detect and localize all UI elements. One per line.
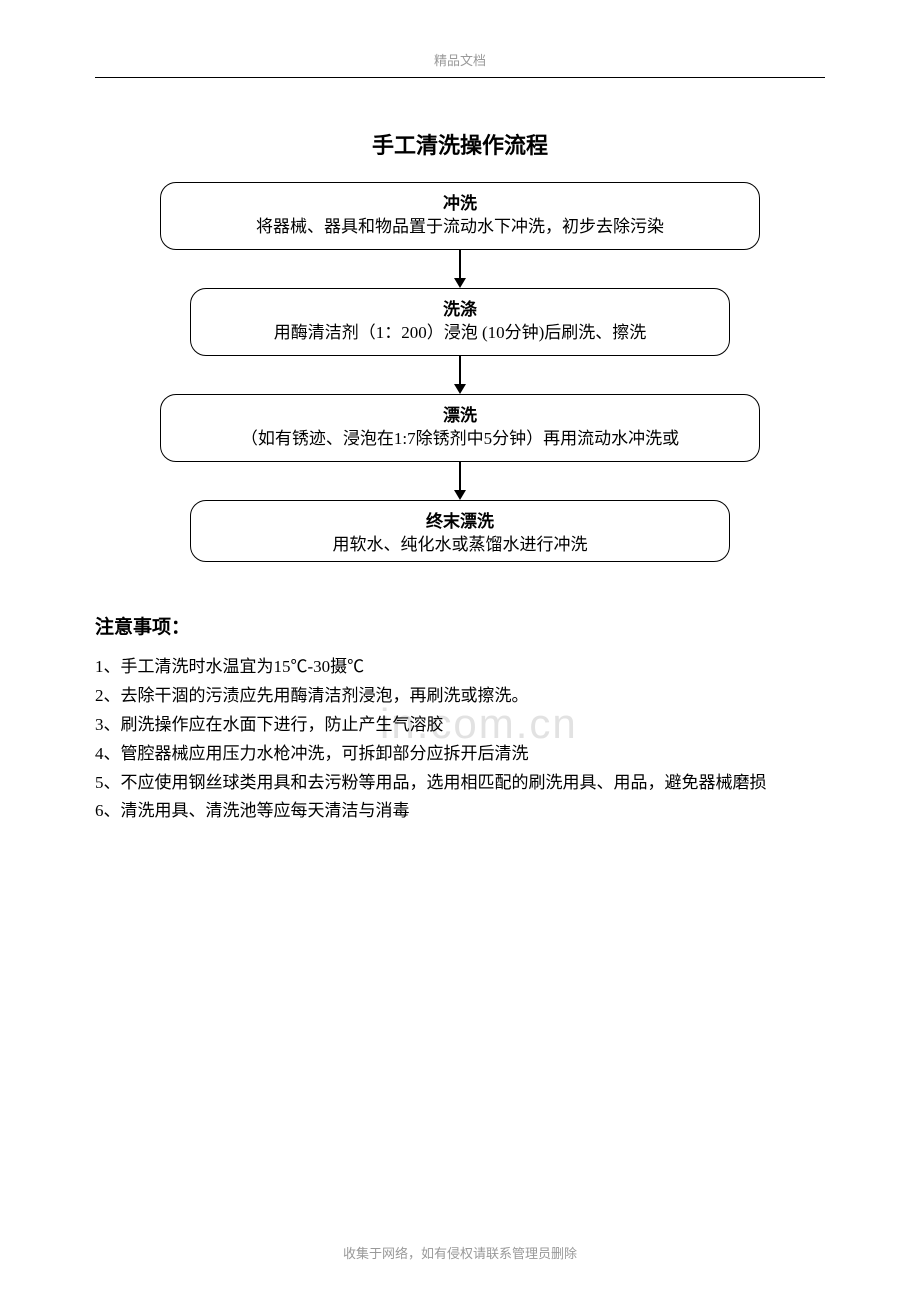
arrow-head-icon: [454, 278, 466, 288]
flow-step-title: 洗涤: [211, 295, 709, 320]
flow-step-rinse: 冲洗 将器械、器具和物品置于流动水下冲洗，初步去除污染: [160, 182, 760, 250]
note-item: 4、管腔器械应用压力水枪冲洗，可拆卸部分应拆开后清洗: [95, 740, 825, 769]
flow-arrow: [454, 462, 466, 500]
flow-step-final-rinse: 终末漂洗 用软水、纯化水或蒸馏水进行冲洗: [190, 500, 730, 562]
arrow-line-icon: [459, 250, 461, 278]
footer-text: 收集于网络，如有侵权请联系管理员删除: [0, 1243, 920, 1262]
flow-step-title: 漂洗: [181, 401, 739, 426]
arrow-line-icon: [459, 462, 461, 490]
arrow-head-icon: [454, 490, 466, 500]
notes-title: 注意事项：: [95, 612, 825, 639]
flow-arrow: [454, 250, 466, 288]
flow-step-content: 用软水、纯化水或蒸馏水进行冲洗: [211, 534, 709, 557]
header-divider: [95, 77, 825, 78]
flow-step-title: 终末漂洗: [211, 507, 709, 532]
arrow-head-icon: [454, 384, 466, 394]
flow-step-wash: 洗涤 用酶清洁剂（1：200）浸泡 (10分钟)后刷洗、擦洗: [190, 288, 730, 356]
arrow-line-icon: [459, 356, 461, 384]
note-item: 6、清洗用具、清洗池等应每天清洁与消毒: [95, 797, 825, 826]
flow-step-content: （如有锈迹、浸泡在1:7除锈剂中5分钟）再用流动水冲洗或: [181, 428, 739, 451]
page-container: 精品文档 手工清洗操作流程 冲洗 将器械、器具和物品置于流动水下冲洗，初步去除污…: [0, 0, 920, 866]
note-item: 1、手工清洗时水温宜为15℃-30摄℃: [95, 653, 825, 682]
note-item: 2、去除干涸的污渍应先用酶清洁剂浸泡，再刷洗或擦洗。: [95, 682, 825, 711]
note-item: 3、刷洗操作应在水面下进行，防止产生气溶胶: [95, 711, 825, 740]
flow-step-rinse2: 漂洗 （如有锈迹、浸泡在1:7除锈剂中5分钟）再用流动水冲洗或: [160, 394, 760, 462]
flowchart-container: 冲洗 将器械、器具和物品置于流动水下冲洗，初步去除污染 洗涤 用酶清洁剂（1：2…: [95, 182, 825, 562]
notes-section: 注意事项： 1、手工清洗时水温宜为15℃-30摄℃ 2、去除干涸的污渍应先用酶清…: [95, 612, 825, 826]
main-title: 手工清洗操作流程: [95, 128, 825, 160]
flow-step-content: 将器械、器具和物品置于流动水下冲洗，初步去除污染: [181, 216, 739, 239]
flow-step-content: 用酶清洁剂（1：200）浸泡 (10分钟)后刷洗、擦洗: [211, 322, 709, 345]
notes-list: 1、手工清洗时水温宜为15℃-30摄℃ 2、去除干涸的污渍应先用酶清洁剂浸泡，再…: [95, 653, 825, 826]
header-text: 精品文档: [95, 50, 825, 69]
flow-arrow: [454, 356, 466, 394]
note-item: 5、不应使用钢丝球类用具和去污粉等用品，选用相匹配的刷洗用具、用品，避免器械磨损: [95, 769, 825, 798]
flow-step-title: 冲洗: [181, 189, 739, 214]
